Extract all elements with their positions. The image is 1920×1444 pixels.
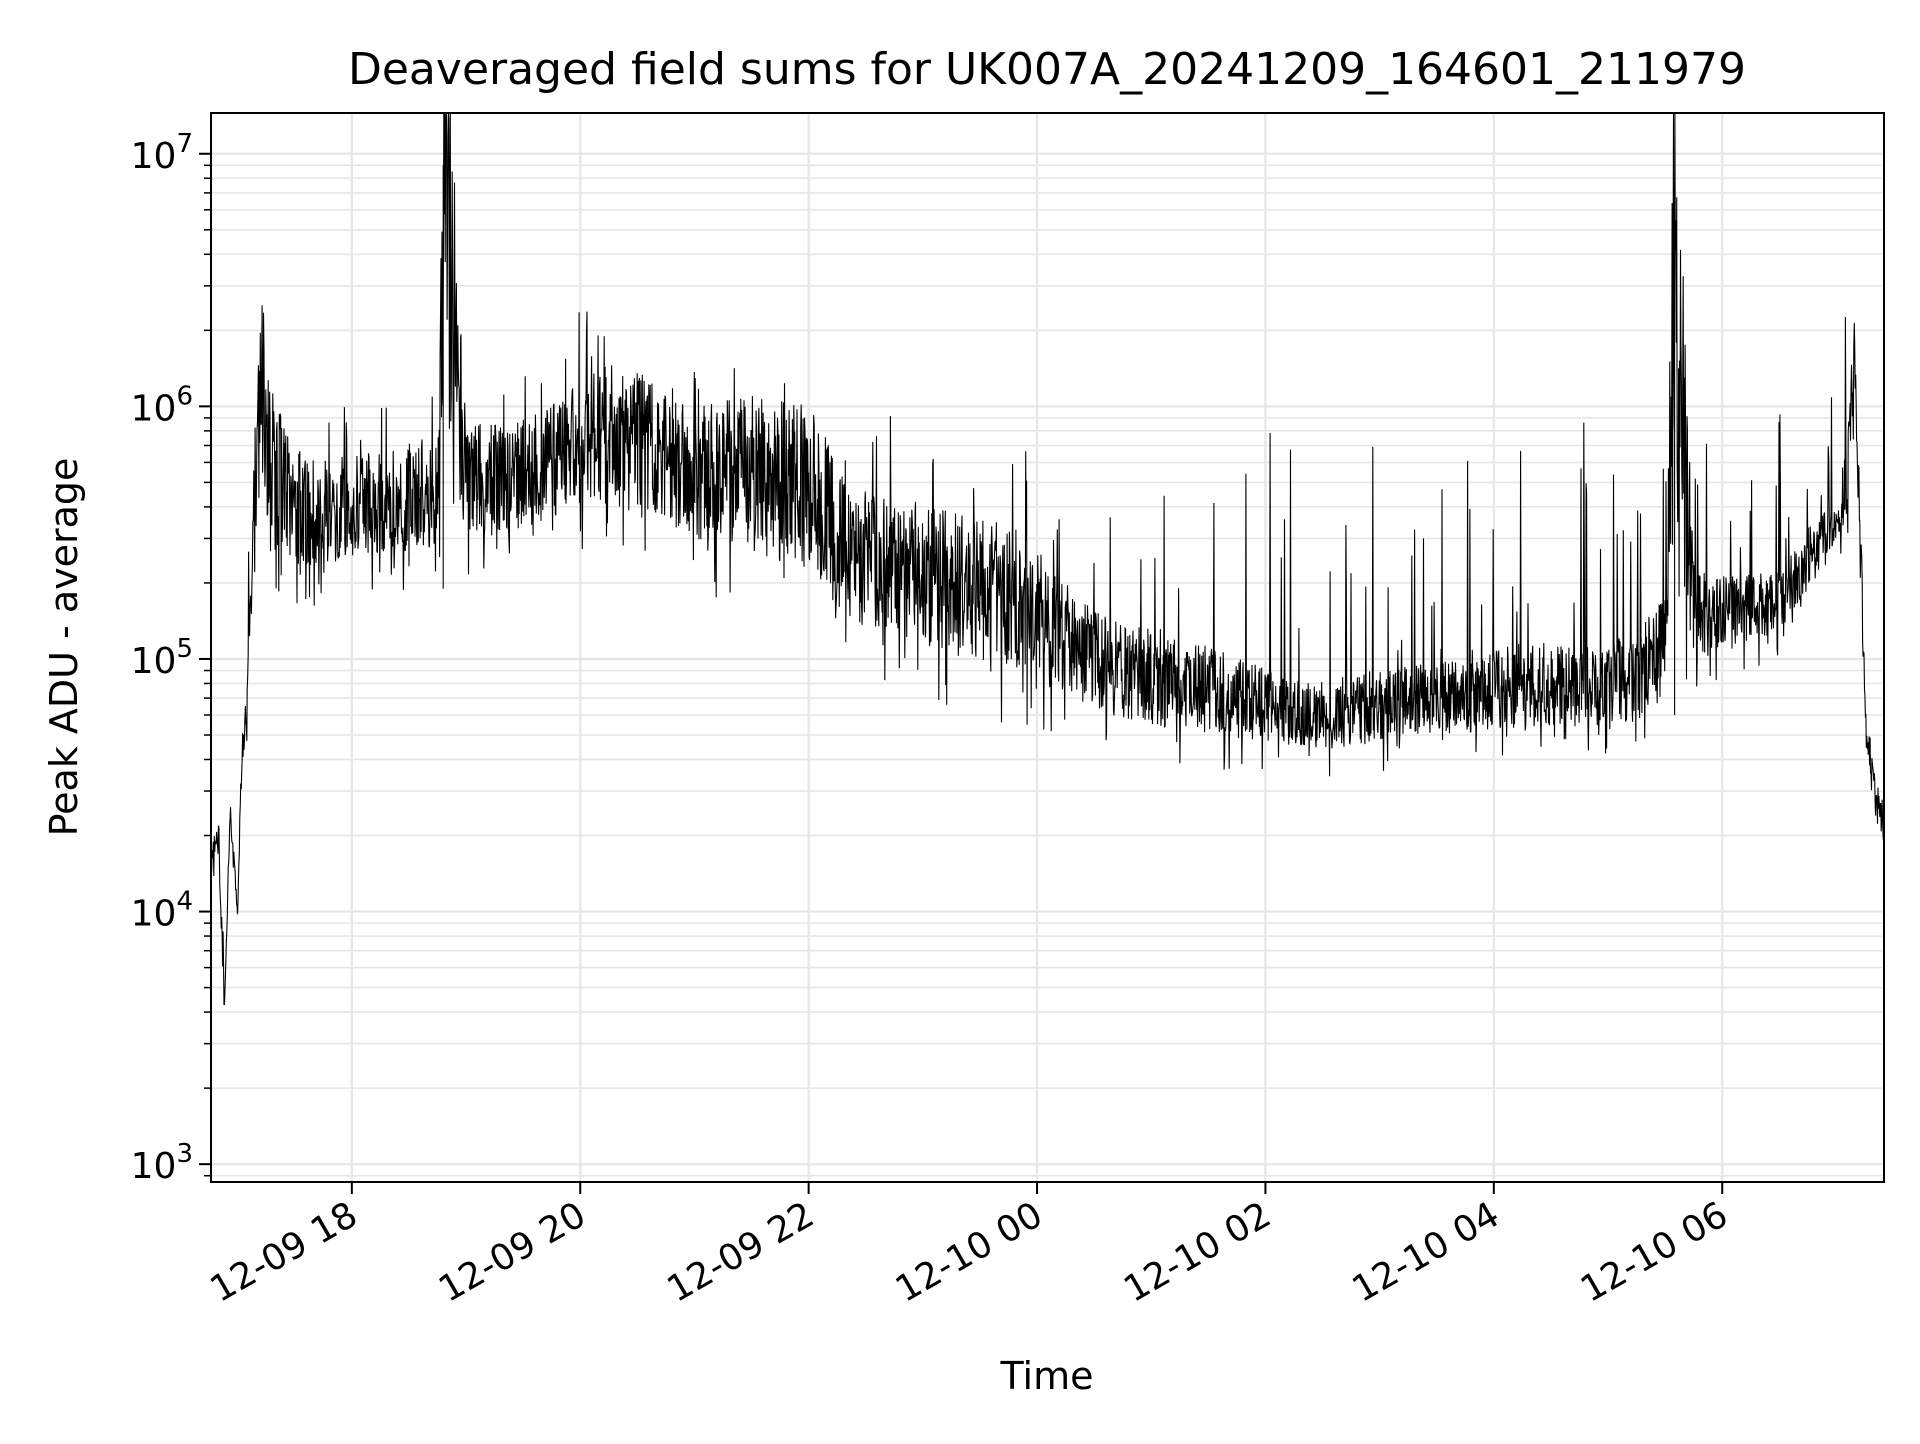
y-axis-label: Peak ADU - average [42, 458, 86, 837]
y-tick-label: 104 [131, 887, 193, 935]
chart-title: Deaveraged field sums for UK007A_2024120… [348, 44, 1746, 95]
grid [211, 113, 1884, 1182]
series-path [211, 113, 1884, 1006]
x-axis-label: Time [1000, 1354, 1094, 1398]
y-axis-ticks: 103 104 105 106 107 [131, 129, 211, 1187]
y-tick-label: 105 [131, 634, 193, 682]
y-tick-label: 107 [131, 129, 193, 177]
series-line [211, 113, 1884, 1006]
y-tick-label: 106 [131, 381, 193, 429]
plot-frame [210, 112, 1885, 1183]
y-tick-label: 103 [131, 1139, 193, 1187]
